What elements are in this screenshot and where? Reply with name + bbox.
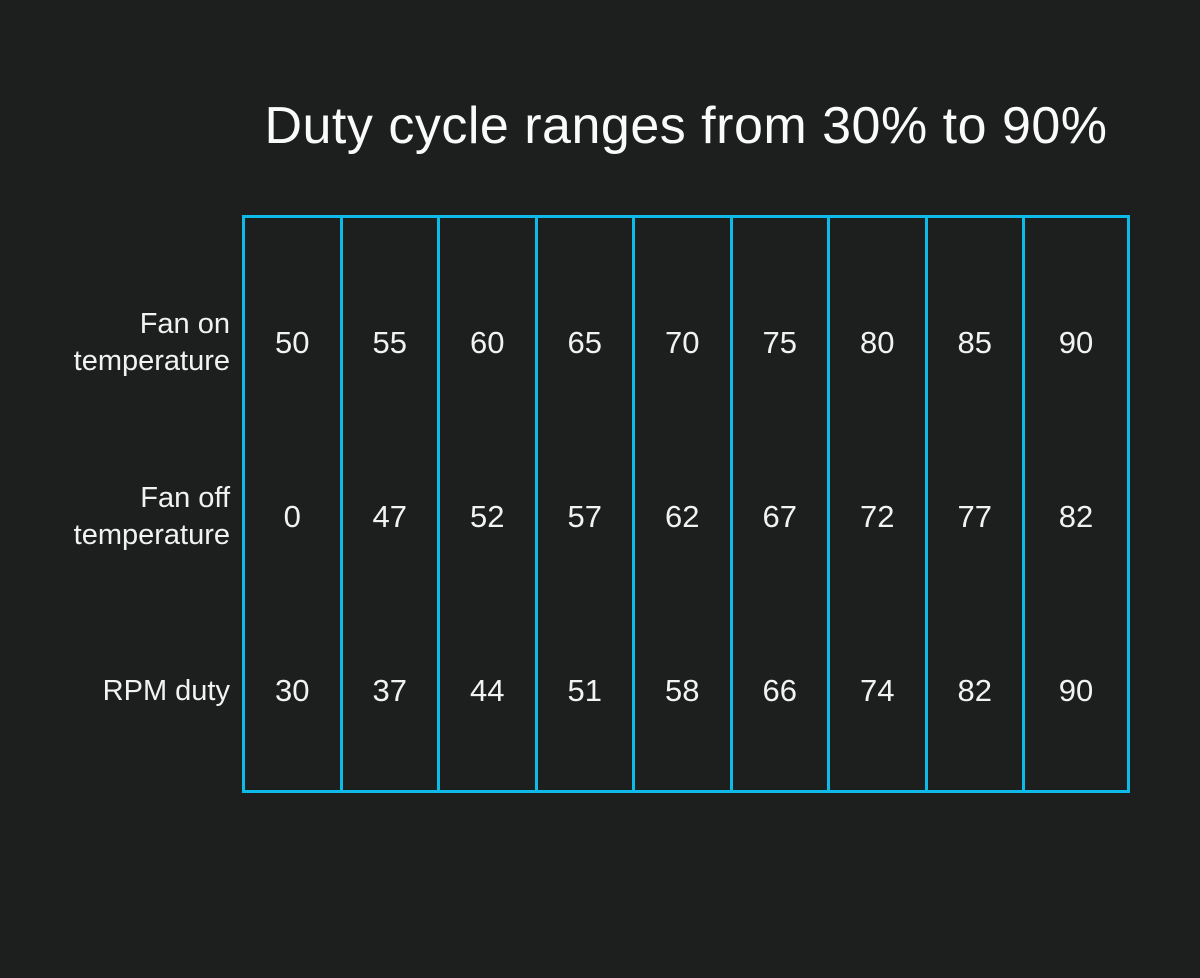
table-cell: 47 bbox=[372, 499, 407, 534]
table-column: 50 0 30 bbox=[245, 218, 343, 790]
table-cell: 80 bbox=[860, 325, 895, 360]
table-column: 60 52 44 bbox=[440, 218, 538, 790]
table-grid: 50 0 30 55 47 37 60 52 44 65 57 51 70 62 58 75 67 66 80 72 7… bbox=[242, 215, 1130, 793]
table-cell: 67 bbox=[762, 499, 797, 534]
row-label: Fan on temperature bbox=[0, 256, 230, 430]
table-column: 80 72 74 bbox=[830, 218, 928, 790]
table-cell: 58 bbox=[665, 673, 700, 708]
table-cell: 66 bbox=[762, 673, 797, 708]
row-label-line: Fan off bbox=[140, 482, 230, 514]
table-cell: 52 bbox=[470, 499, 505, 534]
table-cell: 37 bbox=[372, 673, 407, 708]
table-cell: 77 bbox=[957, 499, 992, 534]
table-cell: 90 bbox=[1058, 325, 1094, 360]
table-cell: 50 bbox=[275, 325, 310, 360]
table-cell: 75 bbox=[762, 325, 797, 360]
row-labels: Fan on temperature Fan off temperature RPM d… bbox=[0, 215, 242, 793]
table-cell: 44 bbox=[470, 673, 505, 708]
table-cell: 85 bbox=[957, 325, 992, 360]
page-title: Duty cycle ranges from 30% to 90% bbox=[264, 97, 1108, 155]
duty-cycle-table: Fan on temperature Fan off temperature RPM d… bbox=[0, 215, 1130, 793]
row-label-line: RPM duty bbox=[102, 674, 230, 707]
row-label-line: temperature bbox=[73, 345, 230, 377]
table-column: 70 62 58 bbox=[635, 218, 733, 790]
table-cell: 82 bbox=[1058, 499, 1094, 534]
row-label: Fan off temperature bbox=[0, 430, 230, 604]
table-cell: 74 bbox=[860, 673, 895, 708]
table-column: 75 67 66 bbox=[733, 218, 830, 790]
table-cell: 82 bbox=[957, 673, 992, 708]
table-cell: 51 bbox=[567, 673, 602, 708]
table-cell: 70 bbox=[665, 325, 700, 360]
table-cell: 30 bbox=[275, 673, 310, 708]
row-label-line: Fan on bbox=[139, 308, 230, 340]
table-column: 90 82 90 bbox=[1025, 218, 1127, 790]
table-cell: 90 bbox=[1058, 673, 1094, 708]
table-cell: 60 bbox=[470, 325, 505, 360]
table-column: 55 47 37 bbox=[343, 218, 440, 790]
table-cell: 62 bbox=[665, 499, 700, 534]
table-cell: 55 bbox=[372, 325, 407, 360]
table-cell: 0 bbox=[283, 499, 301, 534]
table-column: 85 77 82 bbox=[928, 218, 1025, 790]
table-cell: 72 bbox=[860, 499, 895, 534]
row-label-line: temperature bbox=[73, 519, 230, 551]
table-column: 65 57 51 bbox=[538, 218, 635, 790]
row-label: RPM duty bbox=[0, 604, 230, 778]
table-cell: 65 bbox=[567, 325, 602, 360]
table-cell: 57 bbox=[567, 499, 602, 534]
